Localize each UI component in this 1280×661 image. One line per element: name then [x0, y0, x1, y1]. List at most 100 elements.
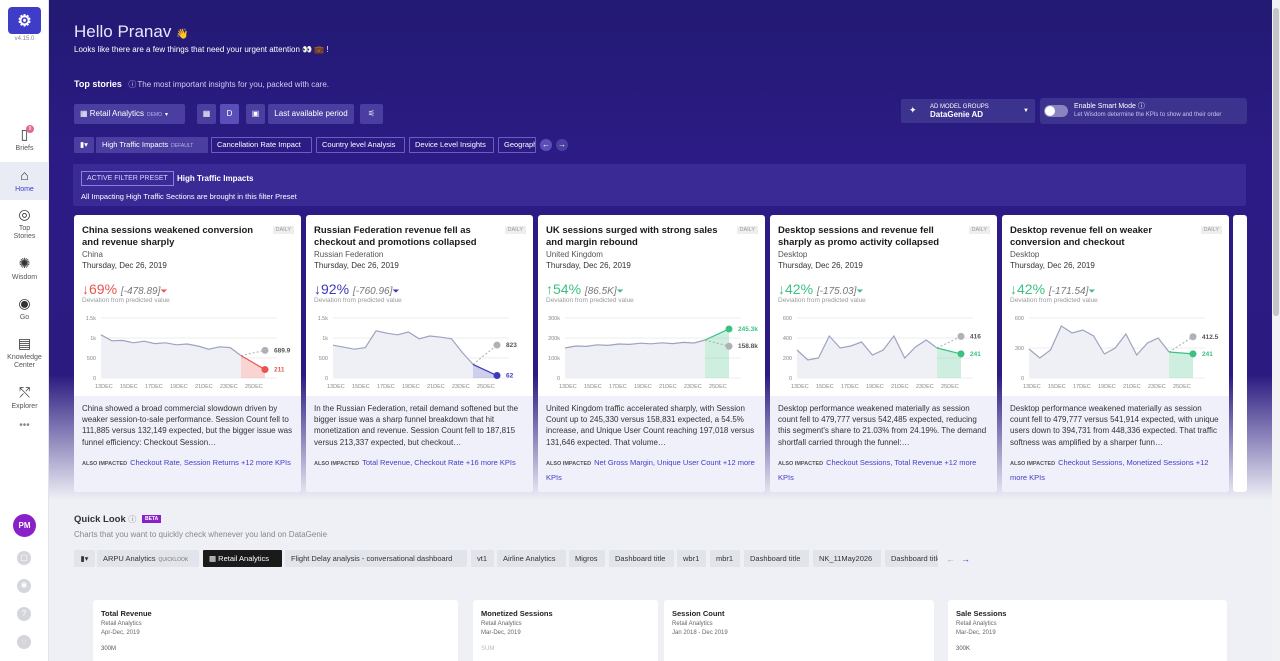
predicted-point[interactable] [1189, 333, 1197, 341]
deviation-label: Deviation from predicted value [546, 297, 634, 304]
grid-view-button[interactable]: ▦ [197, 104, 216, 124]
story-card[interactable]: Desktop revenue fell on weaker conversio… [1002, 215, 1229, 492]
series-area [1029, 326, 1169, 378]
also-impacted[interactable]: ALSO IMPACTED Total Revenue, Checkout Rat… [314, 456, 525, 471]
mini-card-session-count[interactable]: Session Count Retail Analytics Jan 2018 … [664, 600, 934, 661]
story-card[interactable]: Russian Federation revenue fell as check… [306, 215, 533, 492]
ql-tab-vt1[interactable]: vt1 [471, 550, 494, 567]
ad-model-groups-selector[interactable]: ✦ AD MODEL GROUPS DataGenie AD ▼ [901, 99, 1035, 123]
also-impacted[interactable]: ALSO IMPACTED Checkout Rate, Session Retu… [82, 456, 293, 471]
tab-label: ARPU Analytics [103, 554, 156, 563]
story-date: Thursday, Dec 26, 2019 [314, 261, 399, 270]
ql-tab-migros[interactable]: Migros [569, 550, 605, 567]
story-chart: 1.5k 1k 500 0 823 62 13DEC 15DEC 17DEC 19DEC 21DEC… [318, 316, 518, 390]
sidebar-item-wisdom[interactable]: ✺ Wisdom [0, 256, 49, 286]
bookmark-dropdown[interactable]: ▮▾ [74, 137, 94, 153]
predicted-line [704, 339, 730, 347]
briefs-icon: ▯ [20, 126, 29, 142]
predicted-point[interactable] [725, 342, 733, 350]
smart-mode-toggle[interactable] [1044, 105, 1068, 117]
also-impacted[interactable]: ALSO IMPACTED Net Gross Margin, Unique Us… [546, 456, 757, 485]
story-card[interactable]: UK sessions surged with strong sales and… [538, 215, 765, 492]
active-filter-desc: All Impacting High Traffic Sections are … [81, 192, 297, 201]
x-tick-label: 19DEC [866, 384, 884, 390]
mini-card-range: Apr-Dec, 2019 [101, 630, 140, 636]
preset-tab-geographic[interactable]: Geographic [498, 137, 536, 153]
ql-tab-nk[interactable]: NK_11May2026 [813, 550, 881, 567]
daily-badge: DAILY [504, 226, 526, 234]
ql-tab-retail[interactable]: ▦ Retail Analytics [203, 550, 282, 567]
story-date: Thursday, Dec 26, 2019 [82, 261, 167, 270]
notes-icon[interactable]: ▢ [17, 551, 31, 565]
actual-point[interactable] [493, 372, 501, 380]
quick-look-subtitle: Charts that you want to quickly check wh… [74, 530, 328, 539]
preset-scroll-right-button[interactable]: → [556, 139, 568, 151]
dashboard-selector[interactable]: ▦ Retail Analytics DEMO ▾ [74, 104, 185, 124]
sidebar-item-home[interactable]: ⌂ Home [0, 162, 49, 200]
ql-tab-dashboard-title-3[interactable]: Dashboard title [885, 550, 938, 567]
ql-scroll-left-button[interactable]: ← [946, 554, 955, 564]
y-tick-label: 600 [783, 316, 792, 322]
ql-tab-mbr1[interactable]: mbr1 [710, 550, 740, 567]
deviation-percent: 54% [553, 281, 582, 297]
story-card[interactable]: Desktop sessions and revenue fell sharpl… [770, 215, 997, 492]
mini-card-total-revenue[interactable]: Total Revenue Retail Analytics Apr-Dec, … [93, 600, 458, 661]
avatar[interactable]: PM [13, 514, 36, 537]
quick-look-bookmark-dropdown[interactable]: ▮▾ [74, 550, 95, 567]
x-tick-label: 15DEC [816, 384, 834, 390]
page-scrollbar[interactable] [1272, 0, 1280, 661]
info-icon[interactable]: ⓘ [128, 80, 137, 89]
filter-settings-button[interactable]: ⚟ [360, 104, 383, 124]
also-impacted[interactable]: ALSO IMPACTED Checkout Sessions, Total Re… [778, 456, 989, 485]
help-icon[interactable]: ? [17, 607, 31, 621]
sidebar-item-briefs[interactable]: ▯ 9 Briefs [0, 125, 49, 157]
info-icon[interactable]: ⓘ [128, 515, 137, 524]
ql-tab-dashboard-title[interactable]: Dashboard title [609, 550, 674, 567]
sidebar-item-top-stories[interactable]: ◎ Top Stories [0, 207, 49, 245]
gear-icon[interactable]: ✱ [17, 579, 31, 593]
x-tick-label: 13DEC [1023, 384, 1041, 390]
sidebar-item-knowledge-center[interactable]: ▤ Knowledge Center [0, 336, 49, 376]
calendar-button[interactable]: ▣ [246, 104, 265, 124]
sidebar-item-label: Briefs [15, 145, 34, 152]
predicted-point[interactable] [493, 341, 501, 349]
more-menu-icon[interactable]: ••• [19, 420, 30, 431]
preset-tab-cancellation[interactable]: Cancellation Rate Impact [211, 137, 312, 153]
also-impacted[interactable]: ALSO IMPACTED Checkout Sessions, Monetize… [1010, 456, 1221, 485]
ql-tab-dashboard-title-2[interactable]: Dashboard title [744, 550, 809, 567]
scrollbar-thumb[interactable] [1273, 8, 1279, 316]
preset-tab-device[interactable]: Device Level Insights [409, 137, 494, 153]
mini-card-sale-sessions[interactable]: Sale Sessions Retail Analytics Mar-Dec, … [948, 600, 1227, 661]
datagenie-logo[interactable]: ⚙ [8, 7, 41, 34]
story-card[interactable]: China sessions weakened conversion and r… [74, 215, 301, 492]
info-icon[interactable]: ⓘ [1137, 103, 1145, 110]
mini-card-monetized-sessions[interactable]: Monetized Sessions Retail Analytics Mar-… [473, 600, 658, 661]
preset-scroll-left-button[interactable]: ← [540, 139, 552, 151]
anomaly-band [937, 348, 961, 378]
quick-look-heading: Quick Look ⓘ BETA [74, 514, 162, 525]
actual-point[interactable] [261, 366, 269, 374]
x-tick-label: 21DEC [427, 384, 445, 390]
ql-scroll-right-button[interactable]: → [961, 554, 970, 564]
preset-tab-country[interactable]: Country level Analysis [316, 137, 405, 153]
sidebar-item-go[interactable]: ◉ Go [0, 296, 49, 326]
actual-point[interactable] [1189, 350, 1197, 358]
predicted-point[interactable] [261, 346, 269, 354]
top-stories-subtitle: The most important insights for you, pac… [137, 80, 329, 89]
x-tick-label: 25DEC [1173, 384, 1191, 390]
ql-tab-wbr1[interactable]: wbr1 [677, 550, 706, 567]
sidebar-item-explorer[interactable]: ⤲ Explorer [0, 385, 49, 415]
ql-tab-arpu[interactable]: ARPU Analytics QUICKLOOK [97, 550, 199, 567]
preset-tab-high-traffic[interactable]: High Traffic Impacts DEFAULT [96, 137, 208, 153]
settings-icon[interactable]: ◌ [17, 635, 31, 649]
daily-granularity-button[interactable]: D [220, 104, 239, 124]
period-selector[interactable]: Last available period [268, 104, 354, 124]
predicted-point[interactable] [957, 332, 965, 340]
actual-point[interactable] [725, 325, 733, 333]
actual-point[interactable] [957, 350, 965, 358]
story-card-peek[interactable] [1233, 215, 1247, 492]
ql-tab-airline[interactable]: Airline Analytics [497, 550, 566, 567]
ql-tab-flight-delay[interactable]: Flight Delay analysis - conversational d… [285, 550, 467, 567]
mini-card-range: Mar-Dec, 2019 [956, 630, 996, 636]
